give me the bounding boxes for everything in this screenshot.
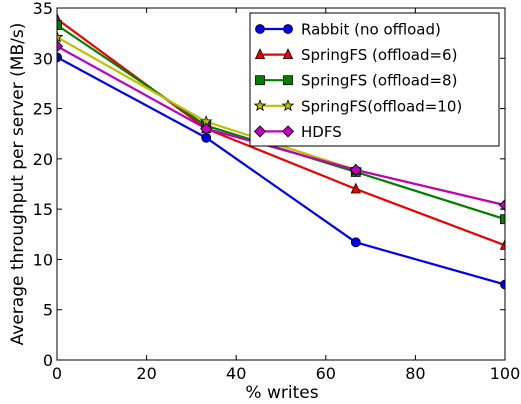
legend-marker-2-a	[255, 75, 265, 86]
series-4-point-1	[200, 122, 213, 135]
x-tick-label-0: 0	[52, 364, 62, 383]
series-line-4	[57, 45, 505, 207]
y-tick-label-10: 10	[33, 250, 53, 269]
y-tick-label-20: 20	[33, 150, 53, 169]
y-axis-ticks: 0 5 10 15 20 25 30 35	[33, 0, 505, 370]
legend: Rabbit (no offload) SpringFS (offload=6) S…	[249, 12, 500, 147]
legend-marker-3-a	[253, 99, 267, 112]
series-0-point-0	[57, 52, 62, 63]
y-tick-label-15: 15	[33, 200, 53, 219]
legend-label-1: SpringFS (offload=6)	[301, 46, 457, 64]
legend-label-2: SpringFS (offload=8)	[301, 72, 457, 90]
series-line-1	[57, 18, 505, 247]
legend-marker-1-b	[282, 48, 294, 59]
series-4-point-2	[349, 163, 362, 176]
y-axis-label: Average throughput per server (MB/s)	[8, 23, 28, 346]
series-4-point-0	[57, 40, 64, 53]
x-axis-ticks: 0 20 40 60 80 100	[52, 8, 520, 383]
legend-marker-3-b	[281, 99, 295, 112]
x-tick-label-40: 40	[226, 364, 246, 383]
series-group	[57, 12, 505, 290]
series-1-point-3	[499, 238, 505, 250]
y-tick-label-35: 35	[33, 0, 53, 18]
x-tick-label-80: 80	[405, 364, 425, 383]
x-tick-label-60: 60	[316, 364, 336, 383]
series-3-point-0	[57, 30, 64, 43]
series-2-point-0	[57, 20, 62, 30]
legend-label-0: Rabbit (no offload)	[301, 21, 441, 39]
legend-marker-0-a	[255, 24, 265, 34]
series-0-point-3	[500, 279, 505, 290]
x-tick-label-20: 20	[136, 364, 156, 383]
legend-label-4: HDFS	[301, 123, 342, 141]
y-tick-label-30: 30	[33, 49, 53, 68]
y-tick-label-25: 25	[33, 100, 53, 119]
legend-marker-1-a	[254, 48, 266, 59]
legend-marker-4-a	[253, 125, 267, 138]
series-2-point-3	[500, 214, 505, 225]
x-axis-label: % writes	[245, 383, 318, 403]
series-4-point-3	[498, 199, 505, 212]
series-1-point-2	[350, 182, 361, 194]
series-line-0	[57, 56, 505, 286]
legend-label-3: SpringFS(offload=10)	[301, 97, 462, 115]
legend-marker-4-b	[281, 125, 295, 138]
legend-marker-0-b	[283, 24, 293, 34]
plot-area	[56, 7, 506, 361]
plot-frame	[56, 7, 506, 361]
y-tick-label-5: 5	[43, 301, 53, 320]
x-tick-label-100: 100	[490, 364, 521, 383]
y-tick-label-0: 0	[43, 351, 53, 370]
series-0-point-2	[350, 237, 361, 248]
legend-marker-2-b	[283, 75, 293, 86]
